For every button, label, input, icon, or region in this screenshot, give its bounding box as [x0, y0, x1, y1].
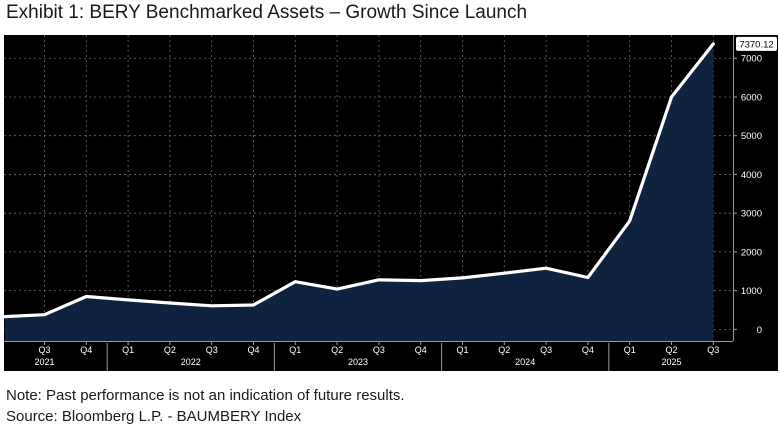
x-tick-label: Q2 — [331, 345, 343, 355]
growth-chart: 0 1000 2000 3000 4000 5000 6000 7000 7370.12 Q3 Q4… — [3, 35, 778, 371]
x-tick-label: Q4 — [415, 345, 427, 355]
year-label: 2025 — [661, 357, 681, 367]
source-note: Source: Bloomberg L.P. - BAUMBERY Index — [6, 408, 302, 425]
year-label: 2024 — [515, 357, 535, 367]
footnotes: Note: Past performance is not an indicat… — [6, 385, 405, 427]
series-line — [3, 42, 715, 319]
year-label: 2023 — [348, 357, 368, 367]
year-label: 2022 — [181, 357, 201, 367]
x-tick-label: Q2 — [665, 345, 677, 355]
y-tick-label: 7000 — [741, 54, 762, 65]
x-tick-label: Q3 — [707, 345, 719, 355]
last-value-box — [736, 36, 777, 51]
x-tick-label: Q1 — [289, 345, 301, 355]
chart-title: Exhibit 1: BERY Benchmarked Assets – Gro… — [6, 2, 528, 23]
x-tick-label: Q4 — [80, 345, 92, 355]
x-tick-label: Q1 — [122, 345, 134, 355]
x-tick-label: Q2 — [498, 345, 510, 355]
y-tick-label: 2000 — [741, 247, 762, 258]
x-tick-label: Q3 — [206, 345, 218, 355]
x-tick-label: Q4 — [247, 345, 259, 355]
y-tick-label: 6000 — [741, 92, 762, 103]
x-tick-label: Q1 — [624, 345, 636, 355]
x-tick-label: Q3 — [38, 345, 50, 355]
x-tick-label: Q2 — [164, 345, 176, 355]
x-tick-label: Q4 — [582, 345, 594, 355]
y-tick-label: 4000 — [741, 170, 762, 181]
x-tick-label: Q3 — [373, 345, 385, 355]
x-tick-label: Q3 — [540, 345, 552, 355]
series-area — [4, 43, 714, 342]
year-label: 2021 — [34, 357, 54, 367]
y-tick-label: 0 — [757, 325, 762, 336]
y-tick-label: 1000 — [741, 286, 762, 297]
performance-note: Note: Past performance is not an indicat… — [6, 387, 405, 404]
y-tick-label: 3000 — [741, 209, 762, 220]
chart-area: 0 1000 2000 3000 4000 5000 6000 7000 7370.12 Q3 Q4… — [3, 35, 778, 371]
y-tick-label: 5000 — [741, 131, 762, 142]
last-value-label: 7370.12 — [739, 39, 773, 50]
x-tick-label: Q1 — [456, 345, 468, 355]
